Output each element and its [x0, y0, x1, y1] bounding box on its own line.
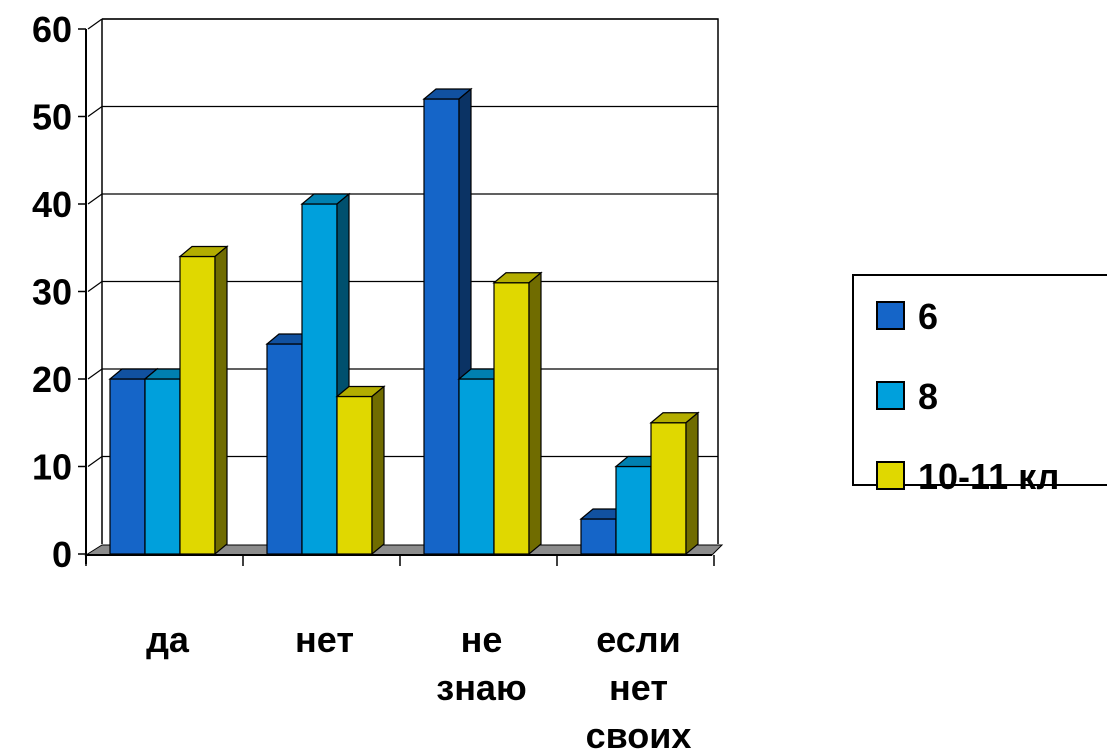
y-tick-label: 10	[32, 447, 72, 488]
x-category-label: да	[146, 619, 190, 660]
legend-swatch	[876, 301, 905, 330]
x-category-label-line: знаю	[436, 667, 526, 708]
bar-0-2	[178, 245, 229, 556]
legend-label: 8	[918, 376, 938, 417]
legend-label: 6	[918, 296, 938, 337]
bar-3-2	[649, 411, 700, 556]
bar-side	[685, 411, 699, 556]
x-category-label-line: не	[461, 619, 503, 660]
legend-swatch	[876, 461, 905, 490]
y-tick-label: 40	[32, 184, 72, 225]
bar-front	[266, 343, 303, 555]
bar-front	[458, 378, 495, 555]
x-category-label: если нет своих	[586, 619, 692, 754]
bar-1-1	[300, 192, 351, 556]
bar-front	[650, 422, 687, 555]
legend-label: 10-11 кл	[918, 456, 1059, 497]
x-category-label-line: да	[146, 619, 190, 660]
x-category-label-line: нет	[295, 619, 354, 660]
bar-front	[493, 282, 530, 555]
x-category-label: не знаю	[436, 619, 526, 708]
bar-2-2	[492, 271, 543, 556]
bar-front	[580, 518, 617, 555]
y-tick-label: 60	[32, 9, 72, 50]
bar-front	[301, 203, 338, 555]
y-tick-label: 30	[32, 272, 72, 313]
x-category-label-line: нет	[609, 667, 668, 708]
bar-front	[144, 378, 181, 555]
bar-side	[214, 245, 228, 556]
bar-front	[336, 395, 373, 555]
bar-side	[528, 271, 542, 556]
bar-side	[371, 385, 385, 556]
bar-front	[423, 98, 460, 555]
x-category-label: нет	[295, 619, 354, 660]
bars	[108, 87, 700, 556]
bar-front	[615, 465, 652, 555]
legend-swatch	[876, 381, 905, 410]
side-gridline	[87, 106, 103, 117]
bar-front	[109, 378, 146, 555]
y-tick-label: 50	[32, 97, 72, 138]
legend: 6 8 10-11 кл	[852, 274, 1107, 497]
bar-1-2	[335, 385, 386, 556]
side-gridline	[87, 281, 103, 292]
x-axis-labels: да нет не знаю если нет своих	[146, 619, 691, 754]
bar-front	[179, 255, 216, 555]
y-tick-label: 20	[32, 359, 72, 400]
y-axis-ticks: 0 10 20 30 40 50 60	[32, 9, 86, 575]
y-tick-label: 0	[52, 534, 72, 575]
axes	[84, 19, 724, 566]
side-gridline	[87, 368, 103, 380]
x-category-label-line: если	[596, 619, 681, 660]
x-category-label-line: своих	[586, 715, 692, 754]
side-gridline	[87, 193, 103, 205]
side-gridline	[87, 18, 103, 30]
side-gridline	[87, 456, 103, 467]
